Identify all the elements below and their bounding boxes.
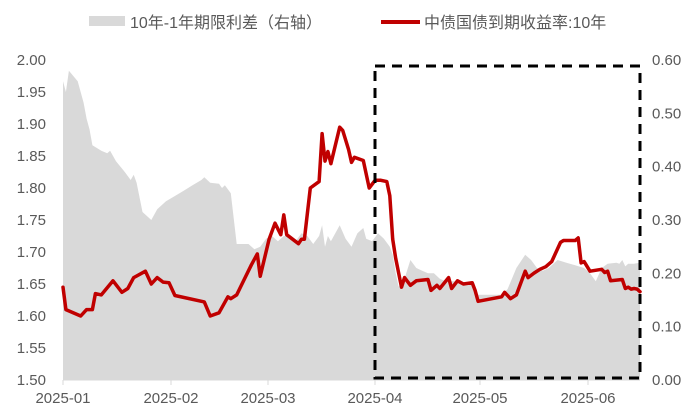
y-axis-right: 0.00 0.10 0.20 0.30 0.40 0.50 0.60 <box>652 52 681 389</box>
y-right-tick-label: 0.60 <box>652 52 681 69</box>
y-left-tick-label: 1.80 <box>17 180 46 197</box>
x-tick-label: 2025-01 <box>35 390 90 407</box>
y-right-tick-label: 0.00 <box>652 372 681 389</box>
spread-area <box>63 70 640 380</box>
y-left-tick-label: 1.65 <box>17 276 46 293</box>
y-left-tick-label: 2.00 <box>17 52 46 69</box>
legend-label-yield: 中债国债到期收益率:10年 <box>424 14 606 32</box>
legend-swatch-spread <box>89 16 125 26</box>
y-left-tick-label: 1.75 <box>17 212 46 229</box>
x-tick-label: 2025-02 <box>143 390 198 407</box>
y-axis-left: 1.50 1.55 1.60 1.65 1.70 1.75 1.80 1.85 1.90 1.95… <box>17 52 46 389</box>
y-right-tick-label: 0.40 <box>652 159 681 176</box>
y-right-tick-label: 0.50 <box>652 105 681 122</box>
y-right-tick-label: 0.10 <box>652 319 681 336</box>
y-left-tick-label: 1.60 <box>17 308 46 325</box>
y-left-tick-label: 1.95 <box>17 84 46 101</box>
y-left-tick-label: 1.90 <box>17 116 46 133</box>
x-tick-label: 2025-05 <box>452 390 507 407</box>
y-left-tick-label: 1.85 <box>17 148 46 165</box>
legend-label-spread: 10年-1年期限利差（右轴） <box>130 14 322 32</box>
y-right-tick-label: 0.20 <box>652 265 681 282</box>
y-left-tick-label: 1.55 <box>17 340 46 357</box>
y-right-tick-label: 0.30 <box>652 212 681 229</box>
x-tick-label: 2025-06 <box>560 390 615 407</box>
x-axis-ticks: 2025-01 2025-02 2025-03 2025-04 2025-05 2025-… <box>35 380 616 407</box>
legend: 10年-1年期限利差（右轴） 中债国债到期收益率:10年 <box>89 14 606 32</box>
y-left-tick-label: 1.70 <box>17 244 46 261</box>
x-tick-label: 2025-04 <box>347 390 402 407</box>
y-left-tick-label: 1.50 <box>17 372 46 389</box>
x-tick-label: 2025-03 <box>240 390 295 407</box>
